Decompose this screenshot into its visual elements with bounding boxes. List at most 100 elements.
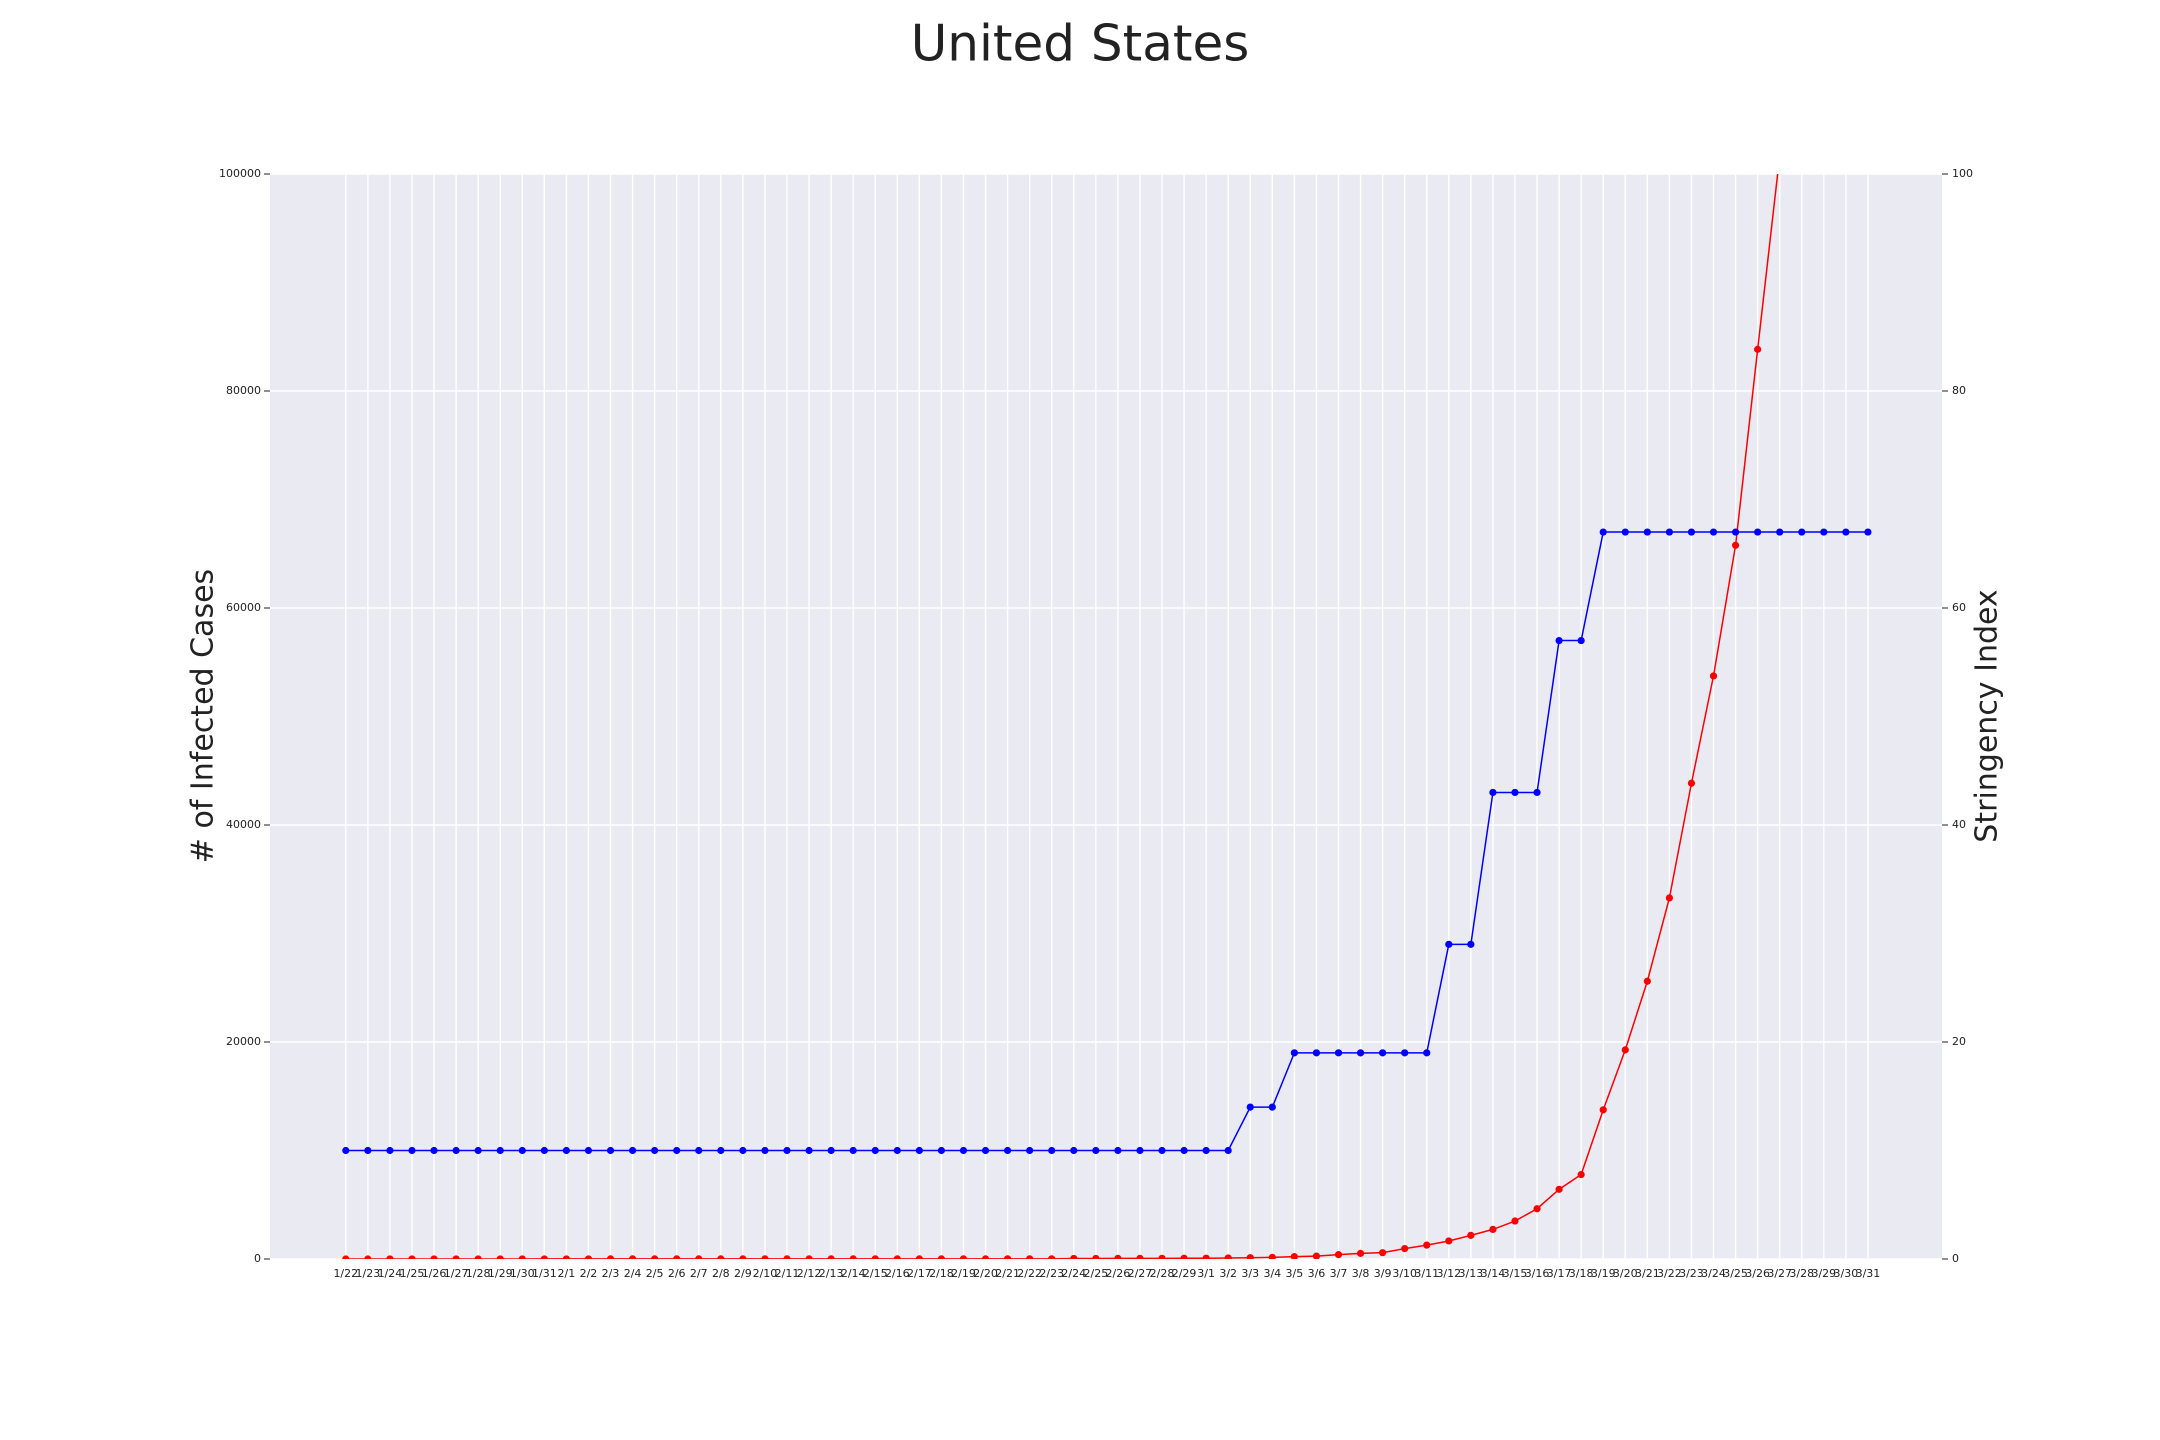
data-point xyxy=(1048,1255,1056,1259)
data-point xyxy=(1577,636,1585,645)
data-point xyxy=(959,1255,968,1259)
data-point xyxy=(1709,672,1718,680)
x-tick-label: 2/28 xyxy=(1150,1267,1175,1280)
plot-marks xyxy=(342,174,1872,1259)
data-point xyxy=(805,1146,813,1155)
data-point xyxy=(562,1255,570,1259)
x-tick-label: 3/29 xyxy=(1811,1267,1836,1280)
x-tick-label: 3/5 xyxy=(1286,1267,1304,1280)
data-point xyxy=(1312,1049,1321,1057)
data-point xyxy=(1224,1146,1232,1155)
data-point xyxy=(1290,1049,1298,1057)
x-tick-label: 1/28 xyxy=(466,1267,491,1280)
data-point xyxy=(1665,894,1673,902)
y-tick-label: 80000 xyxy=(226,384,261,397)
data-point xyxy=(739,1146,747,1155)
data-point xyxy=(1070,1146,1078,1155)
x-tick-label: 2/3 xyxy=(602,1267,620,1280)
x-tick-label: 2/10 xyxy=(753,1267,778,1280)
data-point xyxy=(408,1255,416,1259)
data-point xyxy=(805,1255,813,1259)
data-point xyxy=(1467,940,1475,948)
x-tick-label: 3/14 xyxy=(1481,1267,1506,1280)
data-point xyxy=(695,1146,703,1155)
x-tick-label: 3/9 xyxy=(1374,1267,1392,1280)
data-point xyxy=(496,1146,504,1155)
data-point xyxy=(695,1255,703,1259)
data-point xyxy=(408,1146,416,1155)
data-point xyxy=(386,1146,394,1155)
data-point xyxy=(959,1146,968,1155)
data-point xyxy=(673,1255,681,1259)
data-point xyxy=(1070,1254,1078,1259)
x-tick-label: 2/1 xyxy=(558,1267,576,1280)
y2-tick-label: 20 xyxy=(1952,1035,1966,1048)
data-point xyxy=(893,1255,901,1259)
data-point xyxy=(871,1255,879,1259)
x-tick-label: 1/31 xyxy=(532,1267,557,1280)
data-point xyxy=(1467,1231,1475,1239)
data-point xyxy=(1577,1170,1585,1179)
x-tick-label: 2/13 xyxy=(819,1267,844,1280)
data-point xyxy=(474,1146,482,1155)
x-tick-label: 3/20 xyxy=(1613,1267,1638,1280)
data-point xyxy=(342,1255,350,1259)
data-point xyxy=(761,1255,769,1259)
data-point xyxy=(1798,528,1806,536)
x-tick-label: 1/30 xyxy=(510,1267,535,1280)
data-point xyxy=(827,1146,835,1155)
y-tick-label: 40000 xyxy=(226,818,261,831)
data-point xyxy=(761,1146,769,1155)
data-point xyxy=(628,1146,637,1155)
data-point xyxy=(1356,1249,1365,1257)
data-point xyxy=(1533,788,1541,797)
x-tick-label: 2/29 xyxy=(1172,1267,1197,1280)
data-point xyxy=(1180,1146,1188,1155)
x-tick-label: 3/11 xyxy=(1414,1267,1439,1280)
x-tick-label: 1/26 xyxy=(422,1267,447,1280)
data-point xyxy=(1820,528,1828,536)
data-point xyxy=(1401,1049,1409,1057)
x-tick-label: 2/11 xyxy=(775,1267,800,1280)
data-point xyxy=(1709,528,1718,536)
x-tick-label: 3/25 xyxy=(1723,1267,1748,1280)
x-tick-label: 3/2 xyxy=(1219,1267,1237,1280)
data-point xyxy=(827,1255,835,1259)
x-tick-label: 3/4 xyxy=(1263,1267,1281,1280)
data-point xyxy=(1533,1205,1541,1213)
data-point xyxy=(1445,940,1453,948)
data-point xyxy=(386,1255,394,1259)
data-point xyxy=(1268,1253,1276,1259)
x-tick-label: 2/22 xyxy=(1017,1267,1042,1280)
x-tick-label: 3/3 xyxy=(1241,1267,1259,1280)
x-tick-label: 2/17 xyxy=(907,1267,932,1280)
series-line xyxy=(345,174,1779,1259)
x-tick-label: 3/22 xyxy=(1657,1267,1682,1280)
data-point xyxy=(452,1255,460,1259)
x-tick-label: 3/23 xyxy=(1679,1267,1704,1280)
data-point xyxy=(606,1255,615,1259)
x-tick-label: 2/8 xyxy=(712,1267,730,1280)
data-point xyxy=(1599,1106,1607,1114)
y2-tick-label: 40 xyxy=(1952,818,1966,831)
data-point xyxy=(1511,1217,1519,1225)
x-tick-label: 2/26 xyxy=(1106,1267,1131,1280)
x-tick-label: 3/24 xyxy=(1701,1267,1726,1280)
x-tick-label: 2/6 xyxy=(668,1267,686,1280)
data-point xyxy=(651,1146,659,1155)
data-point xyxy=(1312,1252,1321,1259)
data-point xyxy=(364,1146,372,1155)
data-point xyxy=(1004,1255,1012,1259)
y2-tick-label: 60 xyxy=(1952,601,1966,614)
data-point xyxy=(783,1255,791,1259)
data-point xyxy=(1026,1146,1034,1155)
data-point xyxy=(474,1255,482,1259)
x-tick-label: 2/14 xyxy=(841,1267,866,1280)
x-tick-label: 2/4 xyxy=(624,1267,642,1280)
data-point xyxy=(1423,1241,1431,1249)
chart-title: United States xyxy=(911,15,1250,73)
x-tick-label: 2/24 xyxy=(1061,1267,1086,1280)
data-point xyxy=(342,1146,350,1155)
data-point xyxy=(1268,1103,1276,1111)
x-tick-label: 3/10 xyxy=(1392,1267,1417,1280)
